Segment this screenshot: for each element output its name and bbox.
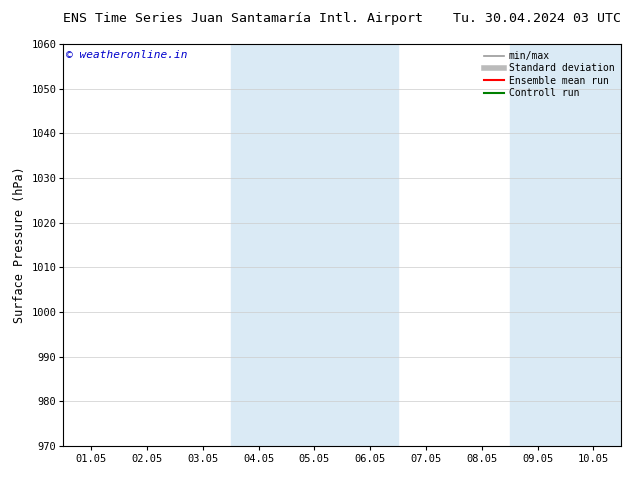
Text: © weatheronline.in: © weatheronline.in [66,50,188,60]
Bar [231,44,398,446]
Text: Tu. 30.04.2024 03 UTC: Tu. 30.04.2024 03 UTC [453,12,621,25]
Text: ENS Time Series Juan Santamaría Intl. Airport: ENS Time Series Juan Santamaría Intl. Ai… [63,12,424,25]
Y-axis label: Surface Pressure (hPa): Surface Pressure (hPa) [13,167,26,323]
Legend: min/max, Standard deviation, Ensemble mean run, Controll run: min/max, Standard deviation, Ensemble me… [481,47,618,102]
Bar [510,44,621,446]
